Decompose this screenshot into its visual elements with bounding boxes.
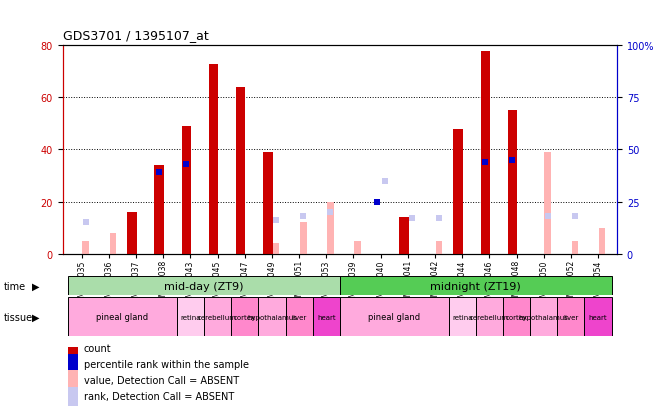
Text: ▶: ▶ — [32, 281, 39, 291]
Text: rank, Detection Call = ABSENT: rank, Detection Call = ABSENT — [84, 392, 234, 401]
Bar — [286, 297, 313, 337]
Bar — [530, 297, 557, 337]
Text: hypothalamus: hypothalamus — [247, 314, 297, 320]
Bar — [399, 218, 409, 254]
Bar — [154, 166, 164, 254]
Bar — [258, 297, 286, 337]
Text: percentile rank within the sample: percentile rank within the sample — [84, 359, 249, 369]
Text: retina: retina — [180, 314, 201, 320]
Text: heart: heart — [589, 314, 607, 320]
Bar — [68, 387, 79, 406]
Text: pineal gland: pineal gland — [96, 313, 148, 321]
Bar — [68, 338, 79, 358]
Bar — [82, 241, 89, 254]
Text: ▶: ▶ — [32, 312, 39, 322]
Bar — [480, 52, 490, 254]
Text: cortex: cortex — [506, 314, 527, 320]
Bar — [436, 241, 442, 254]
Bar — [340, 297, 449, 337]
Bar — [68, 297, 177, 337]
Bar — [544, 153, 551, 254]
Bar — [476, 297, 503, 337]
Bar — [508, 111, 517, 254]
Bar — [453, 129, 463, 254]
Text: GDS3701 / 1395107_at: GDS3701 / 1395107_at — [63, 29, 209, 42]
Text: cortex: cortex — [234, 314, 256, 320]
Bar — [557, 297, 585, 337]
Bar — [572, 241, 578, 254]
Text: value, Detection Call = ABSENT: value, Detection Call = ABSENT — [84, 375, 239, 385]
Bar — [503, 297, 530, 337]
Bar — [449, 297, 476, 337]
Bar — [68, 370, 79, 390]
Bar — [340, 277, 612, 295]
Text: count: count — [84, 343, 112, 353]
Text: time: time — [3, 281, 26, 291]
Bar — [585, 297, 612, 337]
Bar — [300, 223, 306, 254]
Bar — [263, 153, 273, 254]
Bar — [273, 244, 279, 254]
Text: liver: liver — [563, 314, 579, 320]
Bar — [209, 64, 218, 254]
Bar — [231, 297, 258, 337]
Text: hypothalamus: hypothalamus — [519, 314, 569, 320]
Text: cerebellum: cerebellum — [198, 314, 237, 320]
Bar — [110, 233, 116, 254]
Text: midnight (ZT19): midnight (ZT19) — [430, 281, 521, 291]
Bar — [327, 202, 334, 254]
Bar — [127, 212, 137, 254]
Bar — [182, 127, 191, 254]
Bar — [68, 277, 340, 295]
Bar — [68, 354, 79, 374]
Text: heart: heart — [317, 314, 336, 320]
Bar — [236, 88, 246, 254]
Bar — [599, 228, 605, 254]
Text: mid-day (ZT9): mid-day (ZT9) — [164, 281, 244, 291]
Text: pineal gland: pineal gland — [368, 313, 420, 321]
Text: retina: retina — [452, 314, 473, 320]
Text: tissue: tissue — [3, 312, 32, 322]
Bar — [354, 241, 361, 254]
Bar — [177, 297, 204, 337]
Bar — [204, 297, 231, 337]
Text: cerebellum: cerebellum — [470, 314, 509, 320]
Bar — [313, 297, 340, 337]
Text: liver: liver — [292, 314, 307, 320]
